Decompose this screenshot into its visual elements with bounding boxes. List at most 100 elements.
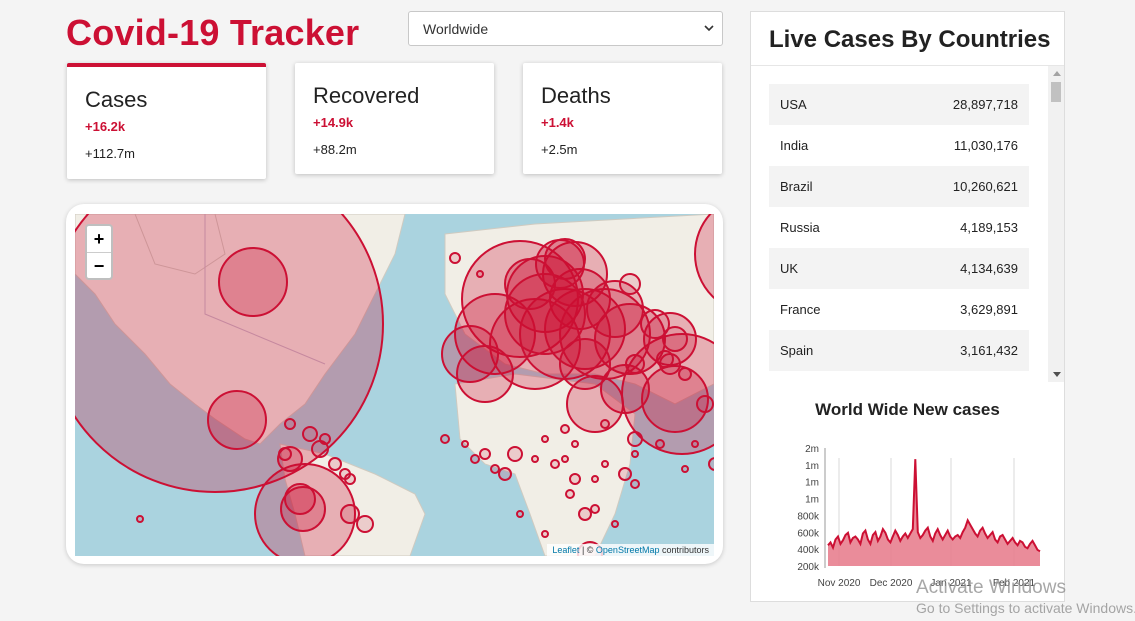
cases-circle	[586, 280, 644, 338]
cases-dot	[611, 520, 619, 528]
map-container: + − Leaflet | © OpenStreetMap contributo…	[66, 204, 723, 564]
stat-card-title: Deaths	[541, 83, 611, 108]
cases-dot	[560, 424, 570, 434]
stat-card-total: +2.5m	[541, 142, 578, 157]
cases-dot	[340, 504, 360, 524]
stat-card-new: +14.9k	[313, 115, 354, 130]
table-scrollbar[interactable]	[1048, 66, 1064, 382]
attribution-sep: | ©	[579, 545, 596, 555]
cases-dot	[461, 440, 469, 448]
cases-dot	[319, 433, 331, 445]
cases-dot	[356, 515, 374, 533]
country-cases: 28,897,718	[952, 97, 1018, 112]
country-select[interactable]: Worldwide	[408, 11, 723, 46]
stat-card-deaths[interactable]: Deaths +1.4k +2.5m	[523, 63, 722, 174]
cases-dot	[550, 459, 560, 469]
cases-dot	[662, 326, 688, 352]
country-name: USA	[780, 97, 807, 112]
stat-card-title: Recovered	[313, 83, 420, 108]
zoom-control: + −	[85, 224, 113, 280]
new-cases-chart: 2m 1m 1m 1m 800k 600k 400k 200k Nov 2020 Dec 2020…	[797, 444, 1041, 589]
cases-dot	[696, 395, 714, 413]
cases-dot	[631, 450, 639, 458]
cases-dot	[561, 455, 569, 463]
zoom-in-button[interactable]: +	[93, 229, 105, 249]
cases-dot	[578, 507, 592, 521]
cases-dot	[328, 457, 342, 471]
app-title: Covid-19 Tracker	[66, 12, 360, 53]
stat-card-recovered[interactable]: Recovered +14.9k +88.2m	[295, 63, 494, 174]
cases-circle	[559, 338, 611, 390]
cases-dot	[619, 273, 641, 295]
live-cases-table-scroll[interactable]: USA 28,897,718 India 11,030,176 Brazil 10,260…	[751, 65, 1064, 382]
y-tick-label: 1m	[805, 461, 819, 472]
stat-card-total: +112.7m	[85, 146, 135, 161]
cases-circle	[641, 365, 709, 433]
table-row: France 3,629,891	[769, 289, 1029, 330]
cases-circle	[284, 483, 316, 515]
cases-circle	[694, 214, 714, 300]
greenland-land	[134, 214, 226, 275]
border-line	[204, 214, 326, 365]
scroll-down-arrow-icon[interactable]	[1053, 372, 1061, 377]
new-cases-line	[827, 459, 1041, 553]
y-tick-label: 600k	[797, 528, 820, 539]
cases-circle	[454, 293, 536, 375]
live-cases-table: USA 28,897,718 India 11,030,176 Brazil 10,260…	[769, 84, 1029, 371]
country-name: UK	[780, 261, 799, 276]
cases-dot	[136, 515, 144, 523]
country-cases: 3,629,891	[960, 302, 1018, 317]
cases-circle	[600, 364, 650, 414]
table-row: Spain 3,161,432	[769, 330, 1029, 371]
cases-circle	[441, 325, 499, 383]
cases-dot	[278, 447, 292, 461]
map-canvas[interactable]	[75, 214, 714, 556]
cases-dot	[630, 479, 640, 489]
cases-dot	[541, 435, 549, 443]
country-name: Brazil	[780, 179, 813, 194]
scroll-thumb[interactable]	[1051, 82, 1061, 102]
cases-circle	[544, 238, 586, 280]
world-map[interactable]: + − Leaflet | © OpenStreetMap contributo…	[75, 214, 714, 556]
cases-circle	[277, 446, 303, 472]
cases-dot	[569, 473, 581, 485]
cases-dot	[590, 504, 600, 514]
cases-circle	[456, 345, 514, 403]
live-cases-panel: Live Cases By Countries USA 28,897,718 Ind…	[750, 11, 1065, 602]
live-cases-title: Live Cases By Countries	[769, 26, 1051, 53]
y-tick-label: 400k	[797, 545, 820, 556]
cases-dot	[625, 354, 645, 374]
cases-dot	[541, 530, 549, 538]
cases-dot	[640, 309, 670, 339]
cases-dot	[507, 446, 523, 462]
cases-dot	[498, 467, 512, 481]
activate-windows-title: Activate Windows	[916, 577, 1066, 598]
activate-windows-subtitle: Go to Settings to activate Windows.	[916, 600, 1135, 616]
attribution-tail: contributors	[659, 545, 709, 555]
cases-circle	[207, 390, 267, 450]
cases-dot	[476, 270, 484, 278]
cases-dot	[490, 464, 500, 474]
cases-dot	[601, 460, 609, 468]
cases-dot	[708, 457, 714, 471]
table-row: UK 4,134,639	[769, 248, 1029, 289]
cases-dot	[591, 475, 599, 483]
y-tick-label: 800k	[797, 511, 820, 522]
cases-dot	[344, 473, 356, 485]
cases-dot	[565, 489, 575, 499]
x-tick-label: Nov 2020	[818, 578, 861, 589]
osm-link[interactable]: OpenStreetMap	[595, 545, 660, 555]
cases-dot	[656, 350, 674, 368]
stat-card-new: +16.2k	[85, 119, 126, 134]
country-name: France	[780, 302, 821, 317]
country-cases: 10,260,621	[952, 179, 1018, 194]
x-tick-label: Dec 2020	[870, 578, 913, 589]
cases-dot	[681, 465, 689, 473]
zoom-out-button[interactable]: −	[87, 252, 111, 278]
leaflet-link[interactable]: Leaflet	[552, 545, 580, 555]
country-name: Russia	[780, 220, 820, 235]
cases-circle	[504, 258, 556, 310]
stat-card-cases[interactable]: Cases +16.2k +112.7m	[67, 63, 266, 179]
cases-circle	[504, 273, 586, 355]
scroll-up-arrow-icon[interactable]	[1053, 71, 1061, 76]
